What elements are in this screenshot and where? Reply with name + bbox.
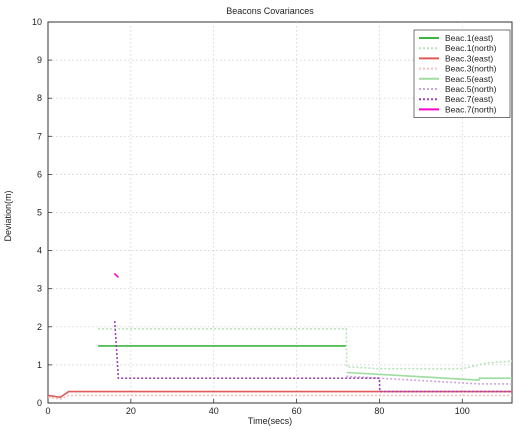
series-line-7 — [113, 321, 512, 393]
chart-title: Beacons Covariances — [226, 6, 314, 16]
x-tick-label-0: 0 — [45, 406, 50, 416]
x-tick-label-1: 20 — [126, 406, 136, 416]
x-tick-label-2: 40 — [209, 406, 219, 416]
series-line-3 — [47, 390, 512, 399]
legend-label-1: Beac.1(east) — [445, 33, 493, 43]
legend-label-6: Beac.5(north) — [445, 84, 497, 94]
y-tick-label-3: 3 — [37, 284, 42, 294]
series-line-6 — [346, 375, 512, 385]
y-tick-label-10: 10 — [32, 17, 42, 27]
series-line-4 — [47, 394, 512, 401]
y-tick-label-7: 7 — [37, 131, 42, 141]
x-tick-label-5: 100 — [455, 406, 470, 416]
series-line-8 — [113, 272, 119, 278]
legend-label-8: Beac.7(north) — [445, 104, 497, 114]
y-tick-label-2: 2 — [37, 322, 42, 332]
legend: Beac.1(east)Beac.1(north)Beac.3(east)Bea… — [413, 29, 511, 118]
tick-labels: 0 20 40 60 80 100 0 1 2 3 4 5 6 7 8 9 10 — [32, 17, 470, 416]
y-axis-label: Deviation(m) — [3, 190, 13, 241]
legend-box — [413, 29, 511, 118]
y-tick-label-0: 0 — [37, 398, 42, 408]
y-tick-label-6: 6 — [37, 169, 42, 179]
y-tick-label-1: 1 — [37, 360, 42, 370]
y-tick-label-4: 4 — [37, 246, 42, 256]
x-tick-label-4: 80 — [374, 406, 384, 416]
series-lines — [47, 272, 513, 401]
y-tick-label-9: 9 — [37, 55, 42, 65]
series-line-5 — [346, 371, 512, 381]
y-tick-label-8: 8 — [37, 93, 42, 103]
legend-label-2: Beac.1(north) — [445, 43, 497, 53]
legend-label-5: Beac.5(east) — [445, 74, 493, 84]
x-axis-label: Time(secs) — [248, 416, 292, 426]
grid — [47, 21, 512, 404]
series-line-2 — [98, 327, 513, 370]
legend-label-4: Beac.3(north) — [445, 64, 497, 74]
legend-label-7: Beac.7(east) — [445, 94, 493, 104]
y-tick-label-5: 5 — [37, 208, 42, 218]
x-tick-label-3: 60 — [292, 406, 302, 416]
legend-label-3: Beac.3(east) — [445, 53, 493, 63]
